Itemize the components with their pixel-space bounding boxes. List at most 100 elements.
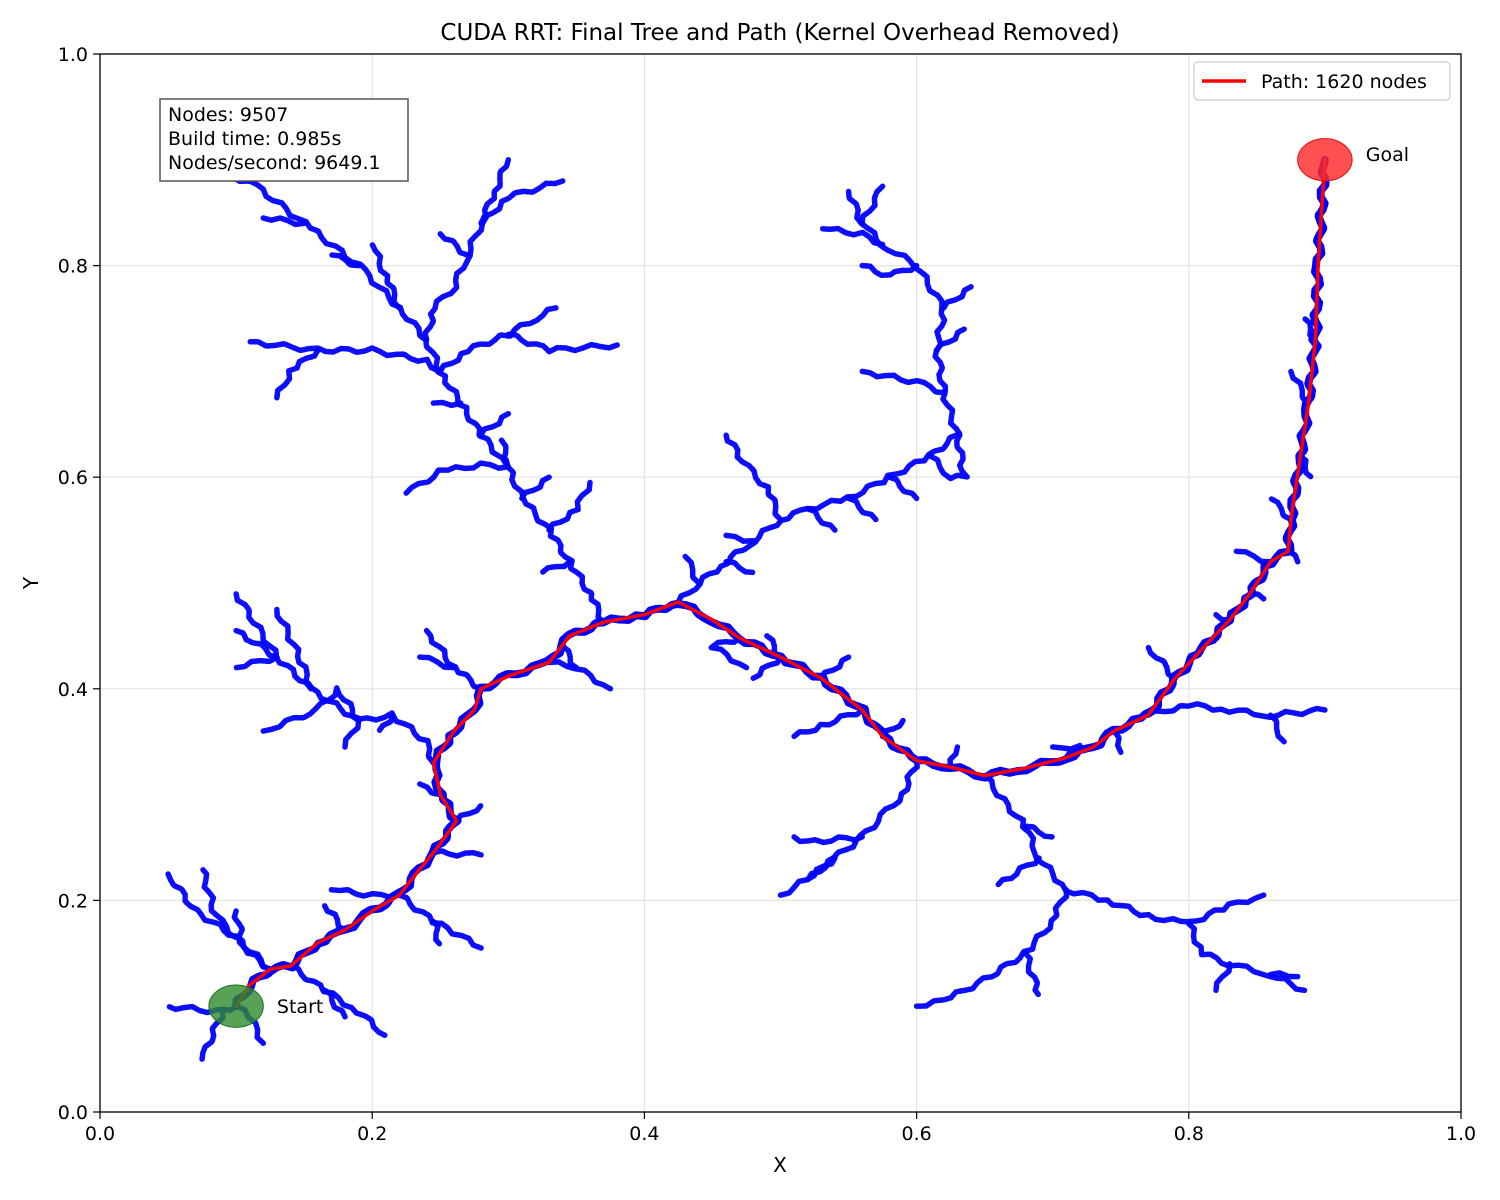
tree-branch <box>804 855 838 882</box>
tree-branch <box>376 712 396 734</box>
tree-branch <box>321 902 348 933</box>
tree-branch <box>995 855 1042 888</box>
x-tick-label: 0.4 <box>629 1123 659 1145</box>
tree-branch <box>328 252 362 269</box>
y-tick-label: 0.2 <box>58 890 88 912</box>
stat-nodes-per-second: Nodes/second: 9649.1 <box>168 152 381 174</box>
tree-branch <box>199 865 239 941</box>
tree-branch <box>422 157 512 343</box>
tree-branch <box>682 553 702 586</box>
tree-branch <box>260 685 362 734</box>
tree-branch <box>941 284 974 311</box>
stats-box-frame <box>159 98 409 182</box>
tree-branch <box>913 887 1070 1009</box>
x-tick-label: 1.0 <box>1446 1123 1476 1145</box>
tree-branch <box>1297 453 1315 480</box>
tree-branch <box>287 963 389 1039</box>
tick-layer: 0.00.0 0.2 0.2 0.4 0.4 0.6 0.6 0.8 0.8 1.0 1.0 <box>58 44 1476 1145</box>
tree-branch <box>859 262 920 279</box>
tree-branch <box>1267 970 1301 980</box>
tree-branch <box>437 231 471 258</box>
tree-branch <box>1186 920 1308 994</box>
tree-branch <box>859 183 886 227</box>
goal-label: Goal <box>1366 144 1409 166</box>
tree-branch <box>1022 823 1056 840</box>
tree-branch <box>845 495 879 523</box>
tree-branch <box>505 331 620 355</box>
tree-branch <box>417 654 457 671</box>
y-tick-label: 0.0 <box>58 1102 88 1124</box>
tree-branch <box>403 460 512 496</box>
tree-branch <box>231 908 273 972</box>
tree-branch <box>559 643 580 671</box>
tree-branch <box>708 635 750 671</box>
tree-branch <box>818 225 886 248</box>
tree-branch <box>723 559 757 576</box>
goal-marker <box>1297 138 1353 182</box>
tree-branch <box>1022 950 1042 999</box>
tree-branch <box>1145 643 1178 681</box>
start-label: Start <box>277 996 323 1018</box>
solution-path-line <box>234 158 1327 1008</box>
plot-frame <box>99 53 1462 1113</box>
tree-branch <box>750 654 784 681</box>
tree-branch <box>246 178 607 625</box>
legend-frame <box>1193 61 1451 101</box>
tree-branch <box>274 606 314 692</box>
y-tick-label: 0.4 <box>58 679 88 701</box>
tree-branch <box>342 717 362 750</box>
tree-branch <box>369 241 403 311</box>
tree-branch <box>1267 495 1294 523</box>
tree-branch <box>423 627 484 692</box>
tree-branch <box>981 772 1267 925</box>
tree-branch <box>546 659 614 692</box>
x-tick-label: 0.2 <box>357 1123 387 1145</box>
tree-branch <box>430 918 444 948</box>
stat-build-time: Build time: 0.985s <box>168 128 341 150</box>
x-tick-label: 0.6 <box>901 1123 931 1145</box>
tree-branch <box>519 474 552 502</box>
tree-branch <box>1111 728 1124 756</box>
tree-branch <box>1233 548 1274 565</box>
start-marker <box>208 984 264 1028</box>
x-tick-label: 0.8 <box>1174 1123 1204 1145</box>
tree-branch <box>478 410 512 438</box>
tree-branch <box>859 368 947 396</box>
path-layer <box>232 155 1330 1011</box>
tree-branch <box>437 305 559 375</box>
tree-branch <box>274 347 321 401</box>
tree-branch <box>417 781 444 798</box>
tree-branch <box>934 326 967 353</box>
tree-branch <box>1145 701 1328 721</box>
y-axis-label: Y <box>19 576 43 590</box>
tree-branch <box>1288 368 1312 406</box>
chart-title: CUDA RRT: Final Tree and Path (Kernel Ov… <box>440 20 1119 46</box>
tree-branch <box>430 848 484 859</box>
stat-nodes: Nodes: 9507 <box>168 104 288 126</box>
y-tick-label: 0.6 <box>58 467 88 489</box>
tree-branch <box>233 590 437 766</box>
tree-branch <box>1049 742 1083 761</box>
tree-branch <box>947 744 961 770</box>
stats-box: Nodes: 9507 Build time: 0.985s Nodes/sec… <box>159 98 409 182</box>
y-tick-label: 0.8 <box>58 256 88 278</box>
tree-branch <box>498 437 512 470</box>
tree-branch <box>791 707 865 740</box>
tree-branch <box>804 506 838 533</box>
tree-branch <box>321 987 348 1020</box>
tree-branch <box>260 215 307 228</box>
tree-branch <box>246 339 444 375</box>
tree-branch <box>430 399 464 409</box>
legend-path-label: Path: 1620 nodes <box>1261 71 1427 93</box>
tree-branch <box>886 474 920 502</box>
tree-branch <box>723 432 784 523</box>
x-axis-label: X <box>773 1153 787 1177</box>
tree-branch <box>1267 712 1287 745</box>
tree-branch <box>478 178 566 227</box>
tree-branch <box>1213 961 1233 994</box>
tree-branch <box>233 627 280 660</box>
tree-branch <box>233 654 280 671</box>
tree-branch <box>539 559 573 576</box>
tree-branch <box>675 432 961 605</box>
